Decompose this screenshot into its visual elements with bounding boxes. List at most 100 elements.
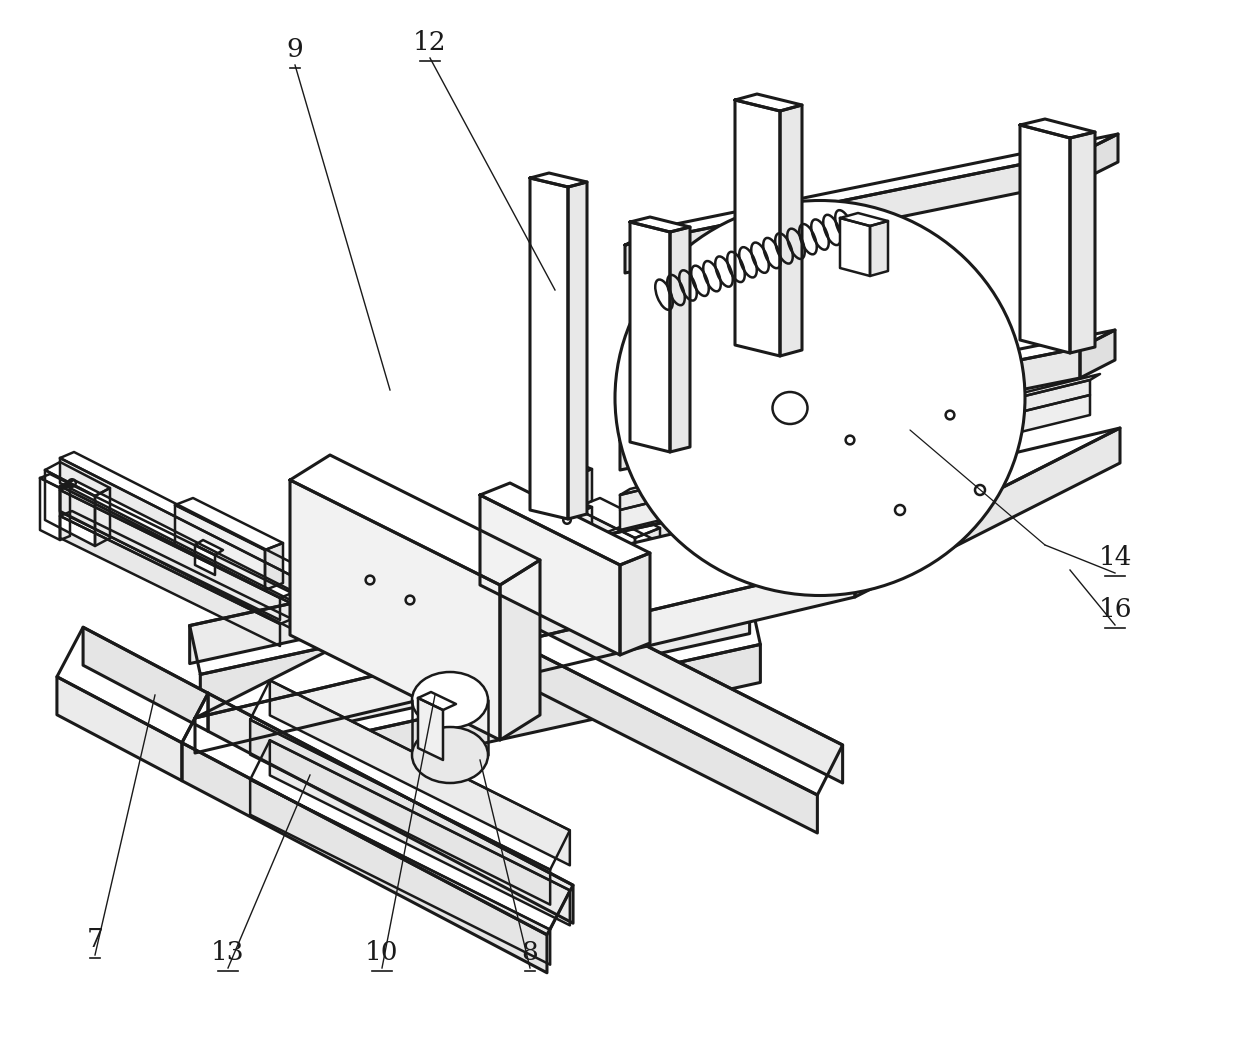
Polygon shape — [670, 227, 689, 452]
Polygon shape — [529, 173, 587, 187]
Polygon shape — [856, 428, 1120, 597]
Polygon shape — [182, 694, 573, 935]
Polygon shape — [249, 596, 760, 754]
Polygon shape — [270, 680, 570, 865]
Polygon shape — [660, 555, 684, 615]
Polygon shape — [546, 462, 577, 506]
Polygon shape — [735, 94, 802, 111]
Polygon shape — [260, 645, 760, 792]
Polygon shape — [250, 680, 570, 869]
Polygon shape — [60, 485, 291, 598]
Polygon shape — [57, 677, 182, 781]
Polygon shape — [1083, 134, 1118, 180]
Polygon shape — [195, 540, 223, 555]
Polygon shape — [418, 698, 443, 760]
Polygon shape — [630, 217, 689, 232]
Polygon shape — [620, 553, 650, 655]
Polygon shape — [600, 525, 684, 565]
Polygon shape — [839, 213, 888, 226]
Polygon shape — [546, 456, 591, 475]
Polygon shape — [780, 105, 802, 356]
Polygon shape — [175, 505, 265, 590]
Polygon shape — [60, 516, 280, 646]
Polygon shape — [290, 480, 500, 740]
Polygon shape — [290, 456, 539, 584]
Polygon shape — [45, 470, 95, 546]
Polygon shape — [568, 182, 587, 519]
Polygon shape — [1021, 119, 1095, 138]
Polygon shape — [60, 452, 324, 584]
Polygon shape — [40, 478, 60, 540]
Polygon shape — [57, 627, 208, 743]
Polygon shape — [448, 608, 817, 833]
Polygon shape — [448, 558, 843, 795]
Text: 10: 10 — [366, 940, 399, 965]
Text: 8: 8 — [522, 940, 538, 965]
Polygon shape — [60, 480, 324, 613]
Polygon shape — [1080, 330, 1115, 378]
Polygon shape — [250, 740, 570, 930]
Text: 12: 12 — [413, 30, 446, 55]
Polygon shape — [735, 100, 780, 356]
Polygon shape — [195, 562, 856, 753]
Polygon shape — [620, 380, 1090, 510]
Polygon shape — [1070, 132, 1095, 353]
Polygon shape — [839, 218, 870, 276]
Text: 14: 14 — [1099, 545, 1132, 570]
Polygon shape — [870, 220, 888, 276]
Text: 9: 9 — [286, 37, 304, 62]
Polygon shape — [95, 488, 110, 546]
Polygon shape — [195, 545, 215, 575]
Polygon shape — [201, 565, 706, 712]
Polygon shape — [190, 516, 694, 664]
Polygon shape — [40, 474, 69, 488]
Polygon shape — [620, 348, 1080, 470]
Polygon shape — [60, 484, 69, 540]
Polygon shape — [500, 560, 539, 740]
Polygon shape — [250, 720, 551, 905]
Polygon shape — [630, 222, 670, 452]
Polygon shape — [529, 178, 568, 519]
Polygon shape — [577, 469, 591, 506]
Polygon shape — [575, 498, 660, 538]
Ellipse shape — [412, 672, 489, 728]
Polygon shape — [577, 506, 591, 545]
Polygon shape — [480, 483, 650, 565]
Polygon shape — [635, 528, 660, 593]
Polygon shape — [620, 395, 1090, 530]
Polygon shape — [60, 490, 280, 620]
Polygon shape — [620, 374, 1100, 495]
Polygon shape — [60, 486, 310, 638]
Polygon shape — [490, 530, 595, 578]
Polygon shape — [265, 543, 283, 590]
Polygon shape — [490, 540, 570, 638]
Polygon shape — [546, 494, 591, 513]
Polygon shape — [625, 134, 1118, 245]
Polygon shape — [270, 740, 570, 926]
Text: 16: 16 — [1099, 597, 1132, 622]
Polygon shape — [1021, 125, 1070, 353]
Polygon shape — [182, 743, 547, 972]
Polygon shape — [480, 495, 620, 655]
Text: 7: 7 — [87, 927, 103, 952]
Polygon shape — [250, 780, 551, 965]
Polygon shape — [190, 516, 706, 674]
Polygon shape — [60, 458, 310, 610]
Polygon shape — [195, 428, 1120, 718]
Polygon shape — [570, 568, 595, 638]
Polygon shape — [472, 558, 843, 783]
Polygon shape — [83, 627, 208, 731]
Polygon shape — [625, 152, 1083, 272]
Ellipse shape — [615, 201, 1025, 596]
Polygon shape — [175, 498, 283, 550]
Text: 13: 13 — [211, 940, 244, 965]
Polygon shape — [208, 694, 573, 924]
Polygon shape — [60, 511, 291, 624]
Polygon shape — [600, 535, 660, 615]
Polygon shape — [546, 500, 577, 545]
Polygon shape — [45, 462, 110, 496]
Polygon shape — [249, 596, 750, 744]
Ellipse shape — [412, 727, 489, 783]
Polygon shape — [575, 508, 635, 593]
Polygon shape — [620, 330, 1115, 440]
